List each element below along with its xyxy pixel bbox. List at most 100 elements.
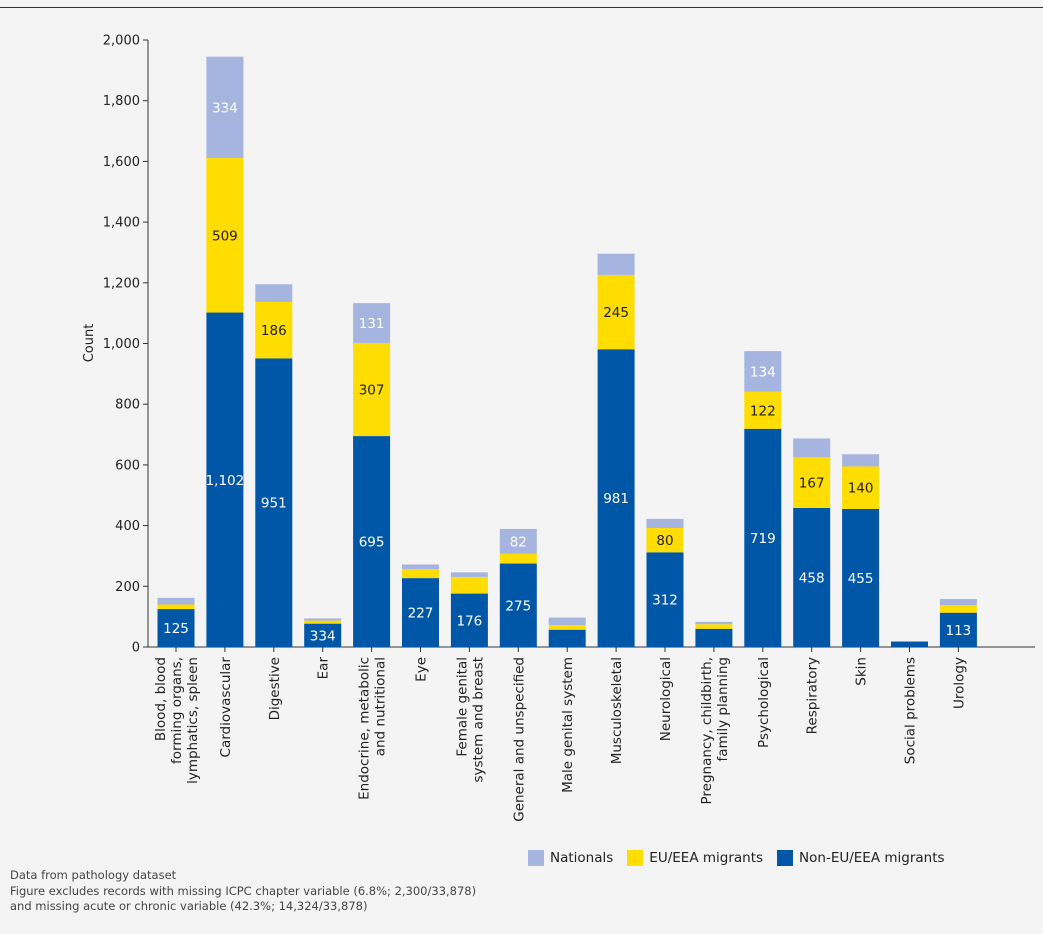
top-rule xyxy=(0,7,1043,8)
x-tick-label-neurological: Neurological xyxy=(658,657,674,741)
x-tick-label-psychological: Psychological xyxy=(756,657,772,748)
bar-nationals-male-genital-system xyxy=(548,617,586,626)
x-tick-label-line: Ear xyxy=(316,657,332,680)
bar-eu-eea-migrants-male-genital-system xyxy=(548,625,586,630)
bar-eu-eea-migrants-general-and-unspecified xyxy=(499,553,537,564)
y-tick-label: 2,000 xyxy=(103,34,140,49)
x-tick-label-urology: Urology xyxy=(951,657,967,709)
legend-item-non-eu-eea-migrants: Non-EU/EEA migrants xyxy=(777,850,945,866)
y-tick-label: 1,800 xyxy=(103,94,140,109)
x-tick-label-cardiovascular: Cardiovascular xyxy=(218,657,234,758)
bar-nationals-general-and-unspecified xyxy=(499,528,537,554)
x-tick-label-digestive: Digestive xyxy=(267,657,283,720)
data-label: 275 xyxy=(505,598,531,614)
data-label: 334 xyxy=(310,628,336,644)
data-label: 131 xyxy=(359,316,385,332)
y-tick-label: 200 xyxy=(115,580,140,595)
x-tick-label-eye: Eye xyxy=(414,657,430,682)
x-tick-label-line: Musculoskeletal xyxy=(609,657,625,764)
data-label: 719 xyxy=(750,531,776,547)
bar-non-eu-eea-migrants-male-genital-system xyxy=(548,629,586,647)
bar-eu-eea-migrants-cardiovascular xyxy=(206,158,244,313)
note-source: Data from pathology dataset xyxy=(10,868,177,882)
data-label: 227 xyxy=(408,606,434,622)
bar-eu-eea-migrants-endocrine-metabolic-and-nutritional xyxy=(353,342,391,437)
bar-eu-eea-migrants-psychological xyxy=(744,391,782,429)
data-label: 176 xyxy=(457,613,483,629)
x-tick-label-line: and nutritional xyxy=(373,657,389,756)
y-tick-label: 0 xyxy=(132,641,140,656)
y-tick-label: 1,200 xyxy=(103,276,140,291)
chart-notes: Data from pathology dataset Figure exclu… xyxy=(10,868,476,915)
note-exclusion-acute: and missing acute or chronic variable (4… xyxy=(10,899,368,913)
y-tick-label: 1,400 xyxy=(103,216,140,231)
x-tick-label-male-genital-system: Male genital system xyxy=(560,657,576,793)
data-label: 981 xyxy=(603,491,629,507)
data-label: 122 xyxy=(750,403,776,419)
y-tick-label: 600 xyxy=(115,458,140,473)
data-label: 140 xyxy=(848,481,874,497)
x-tick-label-line: family planning xyxy=(715,657,731,762)
legend-label-non-eu-eea-migrants: Non-EU/EEA migrants xyxy=(799,850,945,866)
bar-non-eu-eea-migrants-eye xyxy=(402,578,439,647)
x-tick-label-endocrine-metabolic-and-nutritional: Endocrine, metabolicand nutritional xyxy=(357,657,389,800)
x-tick-label-line: Eye xyxy=(414,657,430,682)
x-tick-label-line: Pregnancy, childbirth, xyxy=(699,657,715,804)
x-tick-label-line: Digestive xyxy=(267,657,283,720)
x-tick-label-line: Psychological xyxy=(756,657,772,748)
bar-eu-eea-migrants-digestive xyxy=(255,301,293,359)
data-label: 455 xyxy=(848,571,874,587)
x-tick-label-general-and-unspecified: General and unspecified xyxy=(511,657,527,822)
x-tick-label-skin: Skin xyxy=(854,657,870,686)
bar-nationals-urology xyxy=(939,599,977,606)
data-label: 134 xyxy=(750,364,776,380)
x-tick-label-pregnancy-childbirth-family-planning: Pregnancy, childbirth,family planning xyxy=(699,657,731,804)
data-label: 186 xyxy=(261,323,287,339)
x-tick-label-female-genital-system-and-breast: Female genitalsystem and breast xyxy=(454,657,486,783)
bar-nationals-female-genital-system-and-breast xyxy=(450,572,488,577)
legend-label-eu-eea-migrants: EU/EEA migrants xyxy=(649,850,764,866)
bar-non-eu-eea-migrants-musculoskeletal xyxy=(597,349,635,647)
y-tick-label: 800 xyxy=(115,398,140,413)
x-tick-label-line: Endocrine, metabolic xyxy=(357,657,373,800)
legend-item-eu-eea-migrants: EU/EEA migrants xyxy=(627,850,763,866)
bar-eu-eea-migrants-eye xyxy=(402,569,439,579)
data-label: 125 xyxy=(163,621,189,637)
x-tick-label-line: system and breast xyxy=(470,657,486,783)
data-label: 334 xyxy=(212,100,238,116)
data-label: 80 xyxy=(656,533,673,549)
bar-eu-eea-migrants-female-genital-system-and-breast xyxy=(450,576,488,594)
bar-non-eu-eea-migrants-endocrine-metabolic-and-nutritional xyxy=(353,436,391,647)
bar-nationals-respiratory xyxy=(793,438,831,458)
bar-nationals-pregnancy-childbirth-family-planning xyxy=(695,621,733,625)
bar-nationals-ear xyxy=(304,618,342,621)
data-label: 307 xyxy=(359,382,385,398)
x-tick-label-line: General and unspecified xyxy=(511,657,527,822)
bar-nationals-musculoskeletal xyxy=(597,253,635,275)
bar-non-eu-eea-migrants-social-problems xyxy=(891,641,928,647)
data-label: 458 xyxy=(799,570,825,586)
data-label: 695 xyxy=(359,535,385,551)
x-tick-label-line: Urology xyxy=(951,657,967,709)
bar-non-eu-eea-migrants-cardiovascular xyxy=(206,312,244,647)
bar-non-eu-eea-migrants-urology xyxy=(939,612,977,647)
x-tick-label-line: Neurological xyxy=(658,657,674,741)
y-tick-label: 400 xyxy=(115,519,140,534)
data-label: 167 xyxy=(799,476,825,492)
x-tick-label-line: Female genital xyxy=(454,657,470,757)
bar-nationals-cardiovascular xyxy=(206,56,244,159)
data-label: 951 xyxy=(261,496,287,512)
bar-nationals-neurological xyxy=(646,518,684,529)
x-tick-label-blood-blood-forming-organs-lymphatics-spleen: Blood, bloodforming organs,lymphatics, s… xyxy=(153,657,201,784)
legend-item-nationals: Nationals xyxy=(528,850,613,866)
stacked-bar-chart: 0 200 400 600 800 1,000 1,200 1,400 1,600 1,800 2,… xyxy=(82,34,1035,822)
legend-swatch-non-eu-eea-migrants xyxy=(777,850,794,866)
bar-eu-eea-migrants-ear xyxy=(304,620,342,624)
x-tick-label-line: Respiratory xyxy=(805,657,821,734)
bar-eu-eea-migrants-musculoskeletal xyxy=(597,274,635,350)
bar-non-eu-eea-migrants-respiratory xyxy=(793,507,831,647)
data-label: 245 xyxy=(603,305,629,321)
x-tick-label-social-problems: Social problems xyxy=(903,657,919,764)
legend-swatch-eu-eea-migrants xyxy=(627,850,644,866)
data-label: 82 xyxy=(510,534,527,550)
